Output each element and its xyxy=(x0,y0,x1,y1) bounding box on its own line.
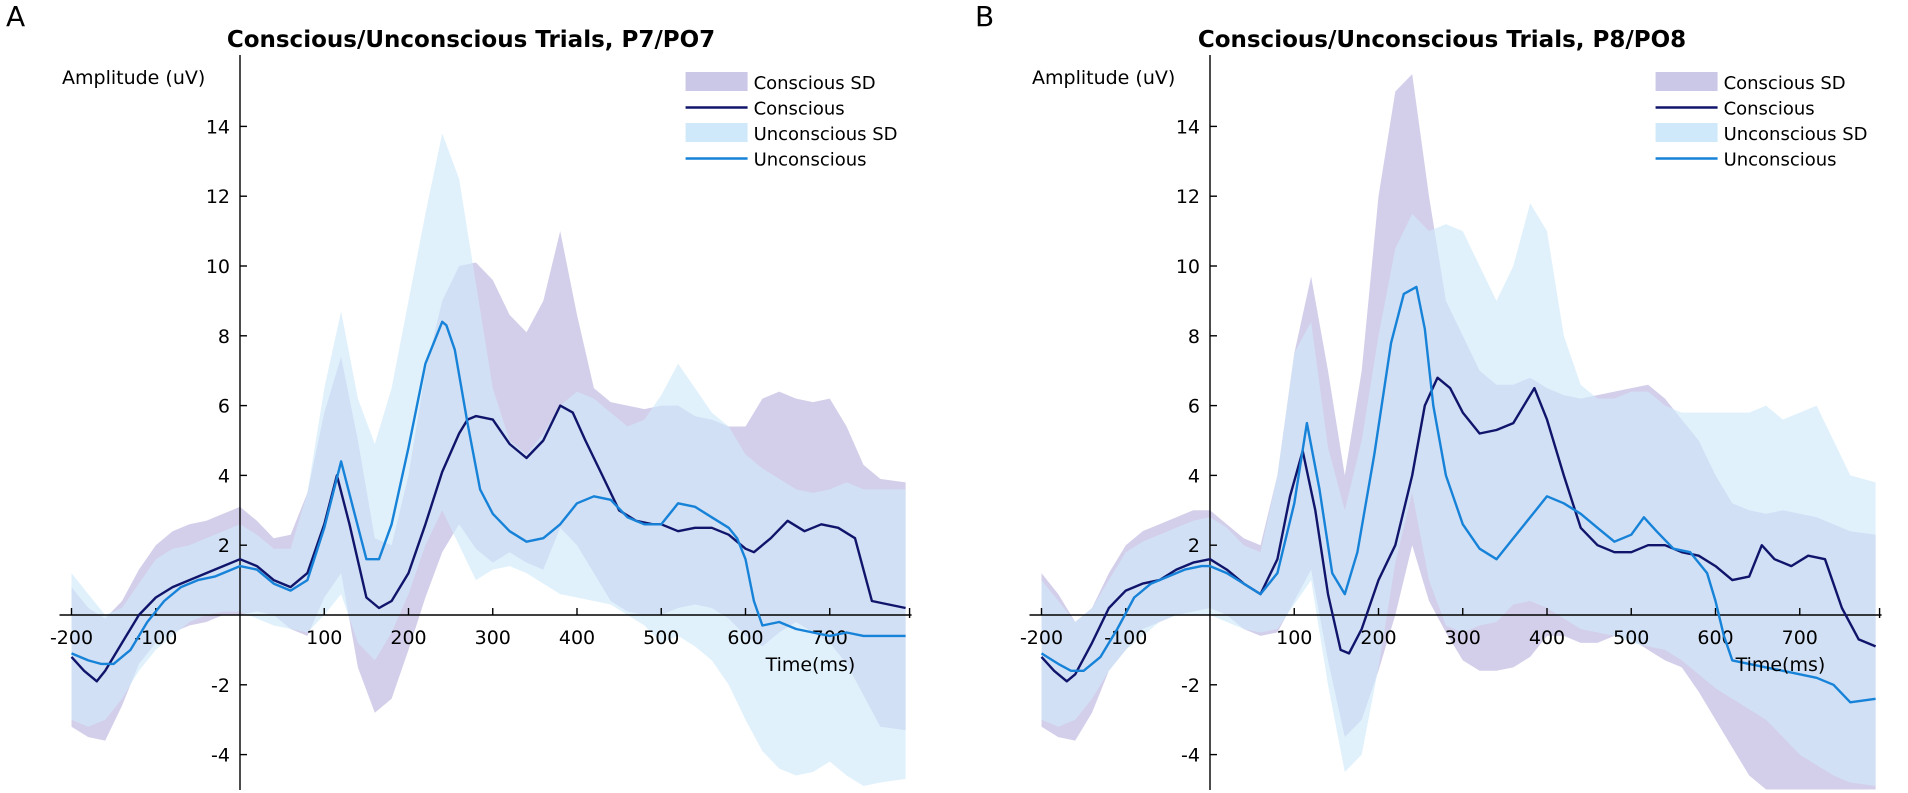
y-tick-label: 2 xyxy=(1188,535,1200,557)
x-axis-label: Time(ms) xyxy=(765,654,856,676)
x-tick-label: -100 xyxy=(134,627,177,649)
unconscious-line xyxy=(1040,285,1876,704)
x-tick-label: 400 xyxy=(1529,627,1565,649)
panel-letter: A xyxy=(6,0,25,33)
panel-b: -200 -100 100 200 300 400 500 600 700-4-22468101… xyxy=(975,0,1882,790)
legend-label: Unconscious xyxy=(754,150,867,171)
y-axis-label: Amplitude (uV) xyxy=(1032,67,1175,89)
x-tick-label: 300 xyxy=(475,627,511,649)
x-tick-label: 200 xyxy=(1360,627,1396,649)
x-axis-label: Time(ms) xyxy=(1735,654,1826,676)
legend-label: Conscious SD xyxy=(754,73,876,94)
y-tick-label: 4 xyxy=(1188,465,1200,487)
x-tick-label: 100 xyxy=(306,627,342,649)
y-tick-label: 14 xyxy=(206,116,230,138)
y-tick-label: -2 xyxy=(211,675,230,697)
x-tick-label: 400 xyxy=(559,627,595,649)
x-tick-label: -200 xyxy=(1020,627,1063,649)
conscious-line xyxy=(1040,376,1877,683)
legend-label: Conscious xyxy=(754,99,845,120)
x-tick-label: -200 xyxy=(50,627,93,649)
y-tick-label: 8 xyxy=(1188,326,1200,348)
y-axis-label: Amplitude (uV) xyxy=(62,67,205,89)
y-tick-label: 6 xyxy=(1188,396,1200,418)
y-tick-label: -4 xyxy=(211,745,230,767)
y-tick-label: 2 xyxy=(218,535,230,557)
chart-title: Conscious/Unconscious Trials, P8/PO8 xyxy=(1198,27,1686,53)
y-tick-label: -4 xyxy=(1181,745,1200,767)
unconscious-line xyxy=(71,320,906,666)
y-tick-label: 8 xyxy=(218,326,230,348)
x-tick-label: 700 xyxy=(1782,627,1818,649)
x-tick-label: 200 xyxy=(390,627,426,649)
y-tick-label: 12 xyxy=(1176,186,1200,208)
chart-title: Conscious/Unconscious Trials, P7/PO7 xyxy=(227,27,715,53)
legend-swatch-unconscious-sd xyxy=(685,123,748,142)
y-tick-label: 12 xyxy=(206,186,230,208)
y-tick-label: -2 xyxy=(1181,675,1200,697)
x-tick-label: 700 xyxy=(812,627,848,649)
legend-label: Unconscious xyxy=(1724,150,1837,171)
unconscious-sd-band xyxy=(1041,203,1876,786)
x-tick-label: 500 xyxy=(643,627,679,649)
x-tick-label: 300 xyxy=(1445,627,1481,649)
legend-label: Conscious xyxy=(1724,99,1815,120)
x-tick-label: 600 xyxy=(727,627,763,649)
legend-label: Conscious SD xyxy=(1724,73,1846,94)
legend-swatch-conscious-sd xyxy=(1655,72,1718,91)
legend-label: Unconscious SD xyxy=(1724,124,1868,145)
unconscious-sd-band xyxy=(71,133,906,786)
legend-swatch-conscious-sd xyxy=(685,72,748,91)
y-tick-label: 10 xyxy=(1176,256,1200,278)
y-tick-label: 10 xyxy=(206,256,230,278)
legend-label: Unconscious SD xyxy=(754,124,898,145)
x-tick-label: 600 xyxy=(1697,627,1733,649)
panel-letter: B xyxy=(975,0,994,33)
x-tick-label: 500 xyxy=(1613,627,1649,649)
y-tick-label: 6 xyxy=(218,396,230,418)
y-tick-label: 4 xyxy=(218,465,230,487)
y-tick-label: 14 xyxy=(1176,116,1200,138)
conscious-line xyxy=(70,404,906,683)
legend-swatch-unconscious-sd xyxy=(1655,123,1718,142)
x-tick-label: 100 xyxy=(1276,627,1312,649)
panel-a: -200 -100 100 200 300 400 500 600 700 -4 -2 2 4 6 8 10 1… xyxy=(6,0,912,790)
